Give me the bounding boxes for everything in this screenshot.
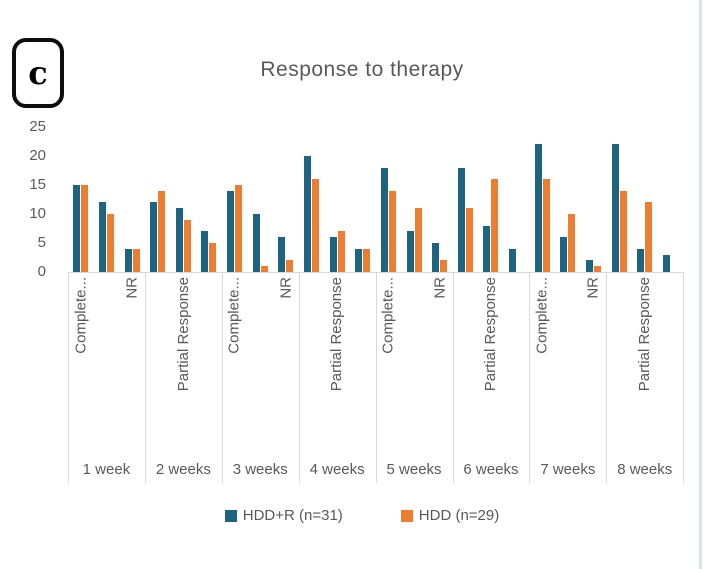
category-label: Complete... <box>379 277 397 354</box>
week-divider <box>606 272 608 483</box>
bar-hddr-w1-c1 <box>73 185 81 272</box>
bar-hddr-w1-c3 <box>124 248 132 272</box>
bar-hddr-w7-c3 <box>585 260 593 272</box>
week-label: 3 weeks <box>232 461 288 478</box>
panel-right-border <box>699 0 702 569</box>
week-divider <box>683 272 685 483</box>
bar-hdd-w8-c2 <box>645 202 653 272</box>
bar-hddr-w5-c3 <box>432 243 440 272</box>
figure-label: c <box>28 54 48 92</box>
week-label: 8 weeks <box>617 461 673 478</box>
week-label: 6 weeks <box>463 461 519 478</box>
category-label: NR <box>431 277 449 299</box>
bar-hddr-w3-c2 <box>252 214 260 272</box>
bar-hddr-w3-c1 <box>227 190 235 272</box>
bar-hdd-w6-c2 <box>491 179 499 272</box>
category-label: NR <box>277 277 295 299</box>
category-label: Complete... <box>72 277 90 354</box>
bar-hddr-w8-c3 <box>662 254 670 272</box>
y-tick-label: 15 <box>29 176 46 193</box>
bar-hddr-w7-c1 <box>534 144 542 272</box>
bar-hdd-w1-c3 <box>132 248 140 272</box>
week-label: 4 weeks <box>309 461 365 478</box>
bar-hddr-w6-c3 <box>509 248 517 272</box>
category-label: Complete... <box>226 277 244 354</box>
legend-swatch-hdd-icon <box>400 509 413 522</box>
bar-hdd-w2-c3 <box>209 243 217 272</box>
bar-hdd-w2-c2 <box>183 219 191 272</box>
bar-hddr-w4-c1 <box>304 156 312 272</box>
bar-hddr-w1-c2 <box>98 202 106 272</box>
legend-label-hdd: HDD (n=29) <box>418 507 500 524</box>
bar-hdd-w5-c1 <box>388 190 396 272</box>
figure-label-badge: c <box>12 38 64 108</box>
bar-hddr-w6-c2 <box>483 225 491 272</box>
week-divider <box>68 272 69 483</box>
category-label: Complete... <box>533 277 551 354</box>
week-divider <box>452 272 454 483</box>
category-label: NR <box>584 277 602 299</box>
bar-hddr-w7-c2 <box>560 237 568 272</box>
week-divider <box>144 272 146 483</box>
bar-hdd-w3-c3 <box>286 260 294 272</box>
bar-hddr-w2-c2 <box>175 208 183 272</box>
bar-hdd-w6-c1 <box>465 208 473 272</box>
bar-hdd-w4-c3 <box>363 248 371 272</box>
category-label: Partial Response <box>174 277 192 392</box>
bar-hddr-w2-c3 <box>201 231 209 272</box>
category-label: Partial Response <box>482 277 500 392</box>
bar-hdd-w7-c2 <box>568 214 576 272</box>
y-tick-label: 0 <box>37 263 46 280</box>
week-label: 2 weeks <box>155 461 211 478</box>
bar-hddr-w6-c1 <box>457 167 465 272</box>
bar-hddr-w3-c3 <box>278 237 286 272</box>
legend: HDD+R (n=31) HDD (n=29) <box>0 507 704 524</box>
bar-hdd-w4-c2 <box>337 231 345 272</box>
chart-title: Response to therapy <box>260 58 464 81</box>
bar-hdd-w3-c2 <box>260 266 268 272</box>
week-divider <box>298 272 300 483</box>
legend-item-hddr: HDD+R (n=31) <box>224 507 343 524</box>
bar-hdd-w2-c1 <box>158 190 166 272</box>
bar-hdd-w8-c1 <box>619 190 627 272</box>
bar-hdd-w5-c3 <box>440 260 448 272</box>
week-divider <box>221 272 223 483</box>
week-divider <box>375 272 377 483</box>
legend-item-hdd: HDD (n=29) <box>400 507 500 524</box>
category-label: Partial Response <box>328 277 346 392</box>
bar-hddr-w5-c1 <box>380 167 388 272</box>
week-label: 1 week <box>82 461 131 478</box>
y-tick-label: 5 <box>37 234 46 251</box>
week-label: 5 weeks <box>386 461 442 478</box>
week-label: 7 weeks <box>540 461 596 478</box>
bar-hddr-w5-c2 <box>406 231 414 272</box>
bar-hddr-w4-c3 <box>355 248 363 272</box>
bar-hdd-w7-c3 <box>593 266 601 272</box>
bar-hdd-w4-c1 <box>312 179 320 272</box>
bar-hddr-w4-c2 <box>329 237 337 272</box>
bar-hddr-w8-c1 <box>611 144 619 272</box>
category-label: Partial Response <box>636 277 654 392</box>
bar-hdd-w1-c1 <box>81 185 89 272</box>
legend-label-hddr: HDD+R (n=31) <box>242 507 343 524</box>
bar-hddr-w8-c2 <box>637 248 645 272</box>
bar-hdd-w3-c1 <box>235 185 243 272</box>
bar-hddr-w2-c1 <box>150 202 158 272</box>
y-tick-label: 10 <box>29 205 46 222</box>
bar-hdd-w5-c2 <box>414 208 422 272</box>
bar-hdd-w1-c2 <box>106 214 114 272</box>
category-label: NR <box>123 277 141 299</box>
y-tick-label: 20 <box>29 147 46 164</box>
legend-swatch-hddr-icon <box>224 509 237 522</box>
y-tick-label: 25 <box>29 118 46 135</box>
week-divider <box>529 272 531 483</box>
bar-hdd-w7-c1 <box>542 179 550 272</box>
